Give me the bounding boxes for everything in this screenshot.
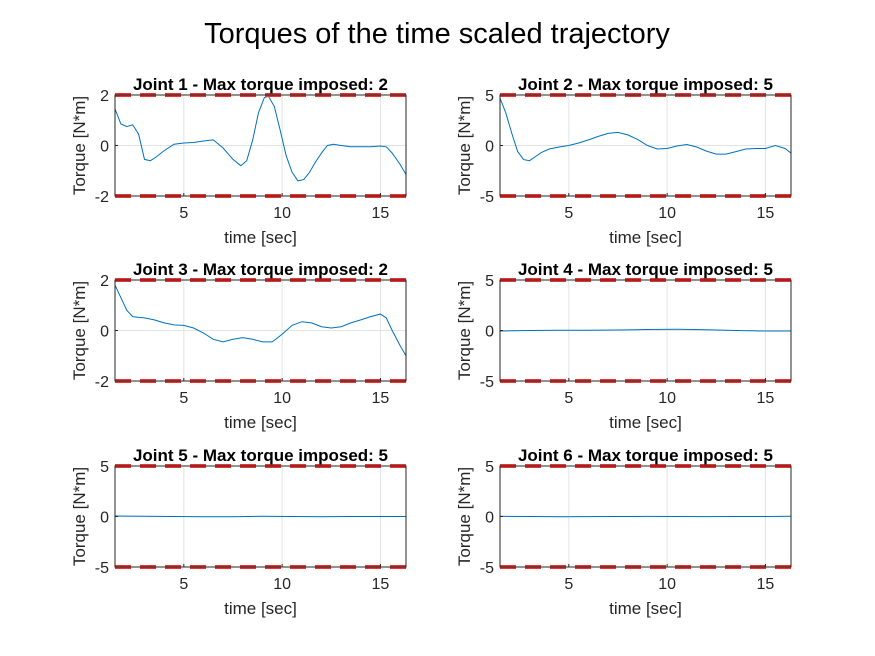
subplot-joint-4: 5 10 15 -5 0 5 Joint 4 - Max torque imposed: 5…: [455, 260, 792, 432]
x-tick-label: 10: [658, 205, 676, 222]
x-tick-label: 5: [564, 205, 573, 222]
y-tick-label: 5: [485, 273, 494, 290]
torque-series-line: [115, 515, 406, 518]
torque-series-line: [500, 328, 791, 332]
subplot-joint-2: 5 10 15 -5 0 5 Joint 2 - Max torque imposed: 5…: [455, 75, 792, 247]
x-tick-label: 10: [273, 205, 291, 222]
subplot-title: Joint 2 - Max torque imposed: 5: [518, 75, 773, 94]
y-tick-label: -5: [480, 189, 494, 206]
x-tick-label: 5: [179, 576, 188, 593]
x-axis-label: time [sec]: [609, 228, 682, 247]
y-tick-label: 5: [485, 88, 494, 105]
y-tick-label: 2: [100, 273, 109, 290]
y-tick-label: 0: [485, 510, 494, 527]
subplot-joint-1: 5 10 15 -2 0 2 Joint 1 - Max torque imposed: 2…: [70, 75, 407, 247]
y-axis-label: Torque [N*m]: [455, 96, 474, 195]
y-tick-label: 0: [100, 139, 109, 156]
x-tick-label: 10: [273, 576, 291, 593]
y-tick-label: 5: [485, 459, 494, 476]
subplot-title: Joint 3 - Max torque imposed: 2: [133, 260, 388, 279]
x-axis-label: time [sec]: [224, 599, 297, 618]
y-axis-label: Torque [N*m]: [455, 467, 474, 566]
torque-series-line: [115, 284, 406, 357]
x-tick-label: 15: [757, 205, 775, 222]
x-tick-label: 15: [372, 205, 390, 222]
x-tick-label: 5: [564, 390, 573, 407]
y-tick-label: 5: [100, 459, 109, 476]
x-tick-label: 5: [564, 576, 573, 593]
x-tick-label: 15: [757, 390, 775, 407]
subplot-joint-5: 5 10 15 -5 0 5 Joint 5 - Max torque imposed: 5…: [70, 446, 407, 618]
y-tick-label: 0: [485, 139, 494, 156]
y-axis-label: Torque [N*m]: [70, 96, 89, 195]
x-axis-label: time [sec]: [224, 413, 297, 432]
torque-series-line: [500, 97, 791, 162]
x-tick-label: 10: [658, 390, 676, 407]
y-axis-label: Torque [N*m]: [70, 467, 89, 566]
subplot-title: Joint 5 - Max torque imposed: 5: [133, 446, 388, 465]
y-tick-label: -2: [95, 374, 109, 391]
x-tick-label: 15: [372, 576, 390, 593]
x-axis-label: time [sec]: [609, 413, 682, 432]
subplot-title: Joint 6 - Max torque imposed: 5: [518, 446, 773, 465]
x-tick-label: 5: [179, 390, 188, 407]
y-tick-label: 0: [100, 324, 109, 341]
y-axis-label: Torque [N*m]: [455, 281, 474, 380]
y-tick-label: 2: [100, 88, 109, 105]
x-axis-label: time [sec]: [224, 228, 297, 247]
y-tick-label: -5: [480, 560, 494, 577]
x-tick-label: 15: [372, 390, 390, 407]
y-tick-label: -5: [480, 374, 494, 391]
figure-title: Torques of the time scaled trajectory: [204, 18, 670, 50]
subplot-title: Joint 1 - Max torque imposed: 2: [133, 75, 388, 94]
subplot-joint-6: 5 10 15 -5 0 5 Joint 6 - Max torque imposed: 5…: [455, 446, 792, 618]
y-axis-label: Torque [N*m]: [70, 281, 89, 380]
subplot-grid: 5 10 15 -2 0 2 Joint 1 - Max torque imposed: 2…: [70, 75, 792, 618]
x-tick-label: 10: [273, 390, 291, 407]
subplot-joint-3: 5 10 15 -2 0 2 Joint 3 - Max torque imposed: 2…: [70, 260, 407, 432]
x-axis-label: time [sec]: [609, 599, 682, 618]
x-tick-label: 5: [179, 205, 188, 222]
y-tick-label: -5: [95, 560, 109, 577]
y-tick-label: 0: [100, 510, 109, 527]
y-tick-label: -2: [95, 189, 109, 206]
y-tick-label: 0: [485, 324, 494, 341]
subplot-title: Joint 4 - Max torque imposed: 5: [518, 260, 773, 279]
x-tick-label: 10: [658, 576, 676, 593]
x-tick-label: 15: [757, 576, 775, 593]
